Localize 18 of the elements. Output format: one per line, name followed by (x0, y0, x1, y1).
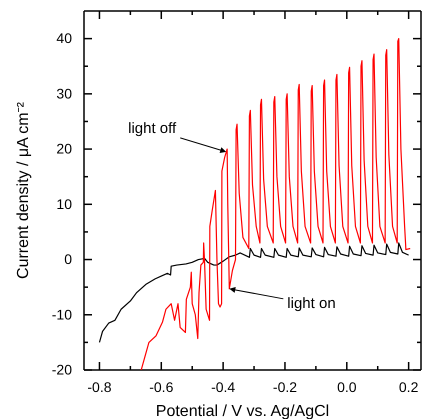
x-tick-label: 0.2 (398, 378, 419, 395)
x-tick-label: -0.8 (87, 378, 112, 395)
y-tick-label: 20 (56, 140, 72, 157)
y-tick-label: 10 (56, 196, 72, 212)
x-tick-label: -0.4 (211, 378, 236, 395)
annotation: light off (128, 120, 178, 137)
x-axis-title: Potential / V vs. Ag/AgCl (156, 403, 330, 419)
line-series (98, 242, 410, 343)
x-tick-label: 0.0 (337, 378, 357, 395)
y-tick-label: -20 (52, 361, 72, 378)
x-tick-label: -0.2 (272, 378, 298, 395)
x-tick-label: -0.6 (149, 378, 174, 395)
annotation: light on (287, 294, 336, 312)
y-tick-label: 0 (64, 251, 72, 268)
y-axis-title: Current density / μA cm⁻² (15, 101, 32, 279)
y-tick-label: 30 (56, 85, 72, 102)
y-tick-label: 40 (56, 30, 72, 46)
y-tick-label: -10 (52, 306, 72, 322)
